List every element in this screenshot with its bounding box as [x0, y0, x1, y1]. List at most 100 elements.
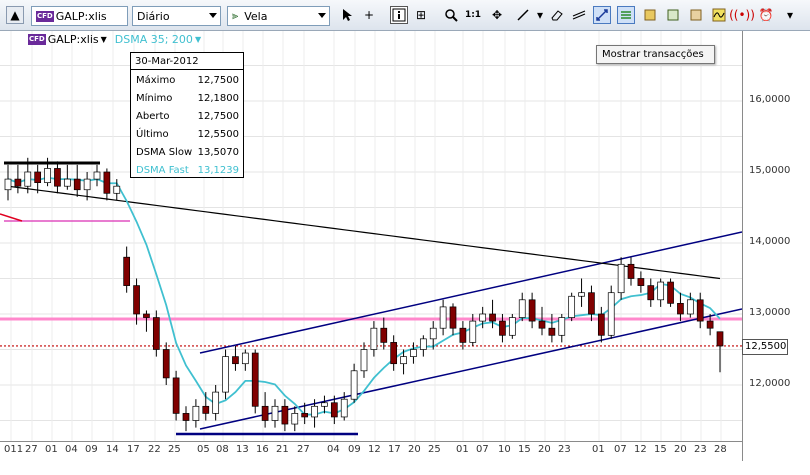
candle-body — [222, 356, 229, 393]
last-price-tag: 12,5500 — [742, 339, 788, 355]
x-tick-label: 22 — [148, 444, 161, 455]
y-tick-label: 12,0000 — [749, 378, 791, 389]
candle-body — [182, 413, 190, 421]
info-label: Mínimo — [136, 93, 173, 104]
candle-body — [370, 327, 378, 350]
info-icon[interactable] — [390, 6, 408, 24]
candle-body — [400, 356, 407, 365]
info-row: Último 12,5500 — [136, 129, 239, 143]
pan-icon[interactable]: ✥ — [491, 8, 503, 22]
candle-body — [93, 171, 101, 180]
x-tick-label: 17 — [127, 444, 140, 455]
info-date: 30-Mar-2012 — [131, 53, 243, 70]
x-tick-label: 23 — [694, 444, 707, 455]
collapse-up-icon[interactable]: ▲ — [6, 6, 24, 24]
info-value: 13,5070 — [197, 147, 239, 158]
candle-body — [538, 320, 546, 329]
image-icon[interactable] — [664, 6, 682, 24]
info-row: Máximo 12,7500 — [136, 75, 239, 89]
candle-body — [340, 398, 348, 418]
candle-body — [558, 317, 566, 336]
x-tick-label: 20 — [674, 444, 687, 455]
stream-icon[interactable]: ((•)) — [729, 8, 755, 22]
indicator-icon[interactable] — [710, 6, 728, 24]
cursor-icon[interactable] — [338, 6, 356, 24]
line-menu-icon[interactable]: ▾ — [536, 8, 544, 22]
export-icon[interactable] — [641, 6, 659, 24]
compare-icon[interactable] — [687, 6, 705, 24]
x-tick-label: 20 — [408, 444, 421, 455]
candle-body — [24, 171, 32, 187]
candle-body — [489, 313, 496, 322]
legend-indicator-dropdown-icon[interactable]: ▼ — [194, 34, 202, 44]
toolbar: ▲ CFD GALP:xlis Diário ⫸ Vela + ⊞ 1:1 ✥ ▾ … — [0, 0, 810, 31]
candle-body — [14, 178, 22, 187]
zoom-icon[interactable] — [442, 6, 460, 24]
legend-symbol[interactable]: GALP:xlis — [47, 32, 99, 46]
x-tick-label: 17 — [388, 444, 401, 455]
candle-body — [34, 171, 42, 183]
candle-body — [261, 405, 269, 421]
x-tick-label: 04 — [327, 444, 340, 455]
info-label: Aberto — [136, 111, 170, 122]
symbol-value: GALP:xlis — [55, 9, 107, 23]
zoom-reset-icon[interactable]: 1:1 — [464, 9, 482, 20]
trend-channel-icon[interactable] — [570, 6, 588, 24]
candle-body — [133, 285, 140, 315]
x-tick-label: 09 — [85, 444, 98, 455]
candle-body — [281, 405, 289, 425]
x-tick-label: 01 — [592, 444, 605, 455]
legend-indicator[interactable]: DSMA 35; 200 — [114, 32, 193, 46]
x-tick-label: 13 — [236, 444, 249, 455]
x-tick-label: 12 — [368, 444, 381, 455]
candle-body — [588, 292, 595, 315]
symbol-combo[interactable]: CFD GALP:xlis — [31, 6, 128, 26]
candle-body — [518, 299, 526, 318]
crosshair-icon[interactable]: + — [363, 8, 375, 22]
x-tick-label: 07 — [614, 444, 627, 455]
candle-body — [617, 263, 625, 294]
line-tool-icon[interactable] — [514, 6, 532, 24]
x-tick-label: 16 — [256, 444, 269, 455]
chart-type-select[interactable]: ⫸ Vela — [227, 6, 330, 26]
eraser-icon[interactable] — [548, 6, 566, 24]
time-axis[interactable]: 011 27 01 04 09 14 17 22 25 05 08 13 16 21 27 04 09 12 17 2… — [0, 441, 742, 475]
legend-dropdown-icon[interactable]: ▼ — [100, 34, 107, 44]
period-select[interactable]: Diário — [132, 6, 221, 26]
price-axis[interactable]: 16,0000 15,0000 14,0000 13,0000 12,0000 — [742, 31, 810, 461]
chart-type-value: Vela — [244, 9, 268, 23]
candle-body — [479, 313, 487, 322]
candle-body — [321, 402, 328, 407]
candle-body — [232, 356, 239, 365]
ohlc-info-box: 30-Mar-2012 Máximo 12,7500 Mínimo 12,1800 Ab… — [130, 52, 244, 178]
candle-body — [410, 349, 417, 357]
candle-body — [706, 320, 714, 329]
grid-icon[interactable]: ⊞ — [415, 8, 427, 22]
candle-body — [202, 405, 210, 414]
x-tick-label: 25 — [428, 444, 441, 455]
candle-body — [686, 299, 694, 315]
alarm-icon[interactable]: ⏰ — [758, 8, 774, 22]
transactions-list-icon[interactable] — [617, 6, 635, 24]
candle-body — [508, 317, 516, 336]
settings-icon[interactable]: ▾ — [786, 8, 794, 22]
x-tick-label: 23 — [558, 444, 571, 455]
chart-grid — [0, 31, 742, 461]
candle-body — [459, 327, 467, 343]
show-transactions-icon[interactable] — [593, 6, 611, 24]
dsma-slow-line — [7, 185, 721, 280]
candle-body — [716, 331, 724, 347]
candles — [4, 157, 724, 432]
cfd-icon: CFD — [28, 33, 46, 45]
channel-lower-line — [199, 308, 742, 430]
x-tick-label: 09 — [348, 444, 361, 455]
candle-body — [637, 278, 645, 286]
candle-body — [330, 402, 338, 418]
candle-body — [4, 178, 12, 191]
period-value: Diário — [137, 9, 170, 23]
candle-body — [696, 299, 704, 322]
x-tick-label: 10 — [498, 444, 511, 455]
candle-body — [251, 352, 259, 407]
price-chart[interactable] — [0, 31, 742, 461]
candle-body — [152, 317, 160, 350]
